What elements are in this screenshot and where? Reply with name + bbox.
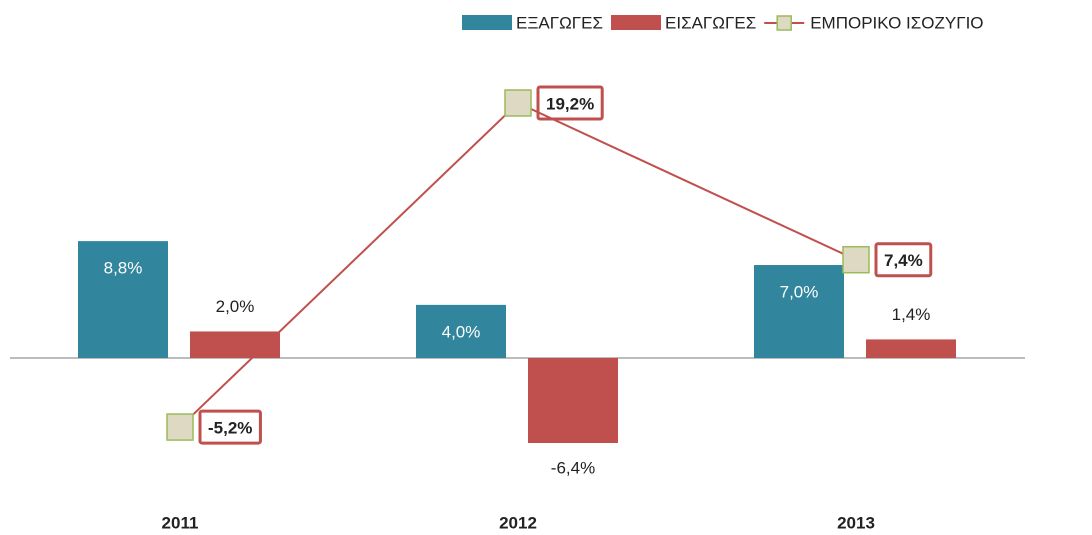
data-label: 8,8% <box>104 259 143 278</box>
bar <box>416 304 506 358</box>
label-box <box>874 242 933 278</box>
data-label: 1,4% <box>892 305 931 324</box>
data-label: 7,4% <box>884 251 923 270</box>
legend-label: ΕΙΣΑΓΩΓΕΣ <box>665 13 756 32</box>
data-label: -6,4% <box>551 458 595 477</box>
data-label: -5,2% <box>208 419 252 438</box>
marker <box>504 89 532 117</box>
data-label: 4,0% <box>442 322 481 341</box>
legend-marker <box>776 15 792 31</box>
data-label: 7,0% <box>780 283 819 302</box>
legend-label: ΕΞΑΓΩΓΕΣ <box>516 13 603 32</box>
legend-swatch <box>462 15 512 30</box>
data-label: 2,0% <box>216 297 255 316</box>
legend-swatch <box>611 15 662 30</box>
marker <box>842 245 870 274</box>
bar <box>754 265 844 358</box>
bar <box>78 241 168 358</box>
x-tick-label: 2012 <box>499 513 537 532</box>
label-box <box>536 85 604 121</box>
x-tick-label: 2011 <box>162 513 199 532</box>
marker <box>166 413 194 441</box>
x-tick-label: 2013 <box>837 513 875 532</box>
bar <box>528 358 618 443</box>
bar <box>866 339 956 358</box>
legend-label: ΕΜΠΟΡΙΚΟ ΙΣΟΖΥΓΙΟ <box>810 13 983 32</box>
label-box <box>198 409 262 445</box>
data-label: 19,2% <box>546 94 594 113</box>
